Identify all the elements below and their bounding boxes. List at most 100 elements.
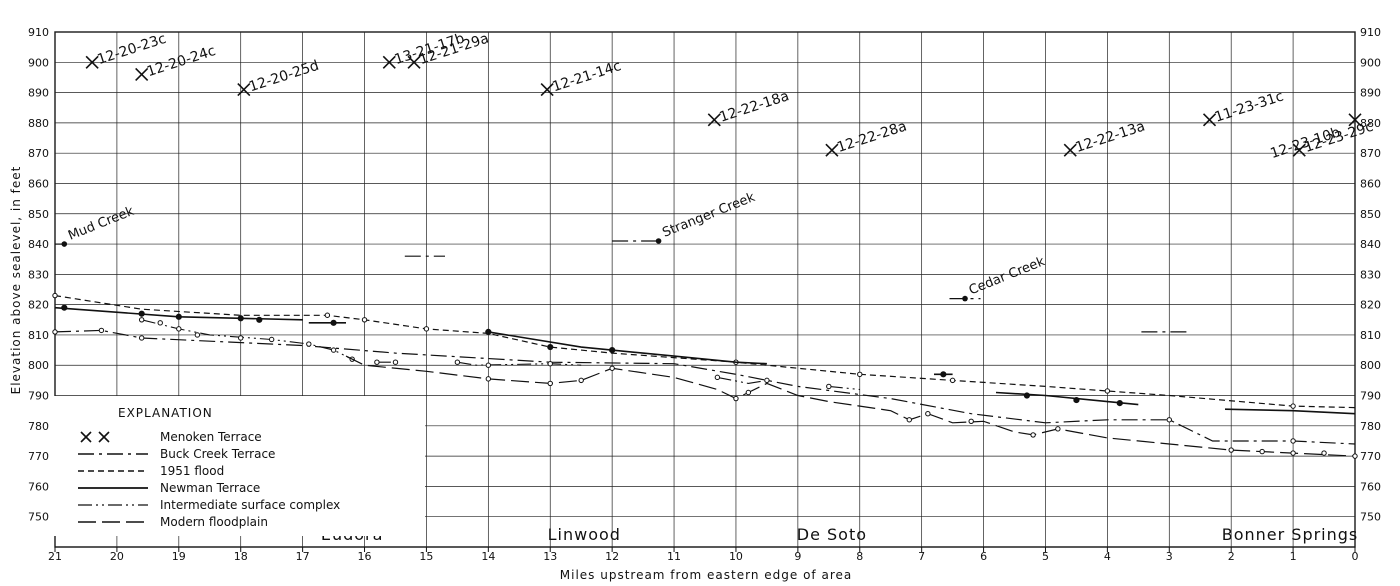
data-point — [1073, 396, 1080, 404]
x-tick-label: 9 — [794, 550, 801, 563]
series-segment — [828, 385, 860, 391]
data-point — [485, 376, 492, 382]
y-tick-label: 840 — [28, 238, 49, 251]
y-tick-label-right: 780 — [1360, 420, 1381, 433]
legend: EXPLANATION Menoken Terrace Buck Creek Te… — [50, 396, 425, 536]
well-label: 12-22-28a — [835, 118, 909, 156]
data-point — [237, 315, 244, 322]
legend-x-mark — [98, 431, 110, 443]
data-point — [1259, 448, 1265, 455]
y-tick-label: 780 — [28, 420, 49, 433]
menoken-x-mark — [707, 113, 721, 127]
x-tick-label: 17 — [296, 550, 310, 563]
y-tick-label: 810 — [28, 329, 49, 342]
data-point — [1166, 417, 1172, 423]
y-tick-label-right: 900 — [1360, 56, 1381, 69]
data-point — [485, 362, 492, 368]
menoken-x-mark — [1063, 143, 1077, 157]
series-1951-flood — [52, 292, 1356, 409]
data-point — [1116, 400, 1123, 407]
x-tick-label: 0 — [1352, 550, 1359, 563]
x-tick-label: 14 — [481, 550, 495, 563]
y-tick-label: 800 — [28, 359, 49, 372]
series-segment — [345, 355, 1356, 457]
creek-annotations: Mud Creek Stranger Creek Cedar Creek — [61, 190, 1048, 302]
legend-label: Intermediate surface complex — [160, 498, 340, 512]
series-segment — [54, 295, 1356, 409]
series-intermediate-surface-complex — [138, 317, 860, 391]
x-tick-label: 2 — [1228, 550, 1235, 563]
y-tick-label: 890 — [28, 87, 49, 100]
x-tick-label: 8 — [856, 550, 863, 563]
menoken-x-mark — [1292, 143, 1306, 157]
data-point — [1290, 450, 1296, 456]
menoken-x-mark — [540, 82, 554, 97]
x-axis-label: Miles upstream from eastern edge of area — [560, 568, 852, 582]
data-point — [1023, 392, 1031, 399]
y-tick-label: 750 — [28, 511, 49, 524]
y-tick-labels-left: 750 760 770 780 790 800 810 820 830 840 850 860 870 8… — [28, 26, 49, 524]
x-tick-label: 20 — [110, 550, 124, 563]
y-tick-label: 860 — [28, 177, 49, 190]
y-tick-label-right: 810 — [1360, 329, 1381, 342]
data-point — [1030, 432, 1036, 438]
legend-label: Newman Terrace — [160, 481, 260, 495]
x-tick-label: 10 — [729, 550, 743, 563]
well-label: 12-20-25d — [247, 58, 321, 96]
legend-label: 1951 flood — [160, 464, 224, 478]
data-point — [138, 335, 145, 341]
x-tick-labels: 21 20 19 18 17 16 15 14 13 12 11 10 9 8 7 6 5 4 3 2 1 0 — [48, 550, 1359, 563]
y-axis-label: Elevation above sealevel, in feet — [9, 166, 23, 395]
data-point — [733, 395, 739, 402]
data-point — [1352, 453, 1358, 459]
series-segment — [54, 329, 1356, 445]
data-point — [194, 332, 201, 338]
data-point — [485, 328, 492, 336]
series-segment — [717, 376, 767, 384]
series-newman-terrace — [54, 304, 1356, 415]
place-label: Linwood — [548, 525, 621, 544]
well-label: 12-23-10b — [1268, 124, 1342, 162]
x-tick-label: 4 — [1104, 550, 1111, 563]
data-point — [968, 418, 974, 424]
well-label: 12-22-18a — [718, 88, 792, 126]
data-point — [906, 417, 912, 423]
menoken-x-mark — [135, 67, 149, 81]
data-point — [1055, 426, 1061, 432]
creek-point — [655, 238, 662, 244]
data-point — [578, 377, 584, 384]
x-tick-label: 12 — [605, 550, 619, 563]
series-segment — [1224, 408, 1356, 415]
x-tick-label: 7 — [918, 550, 925, 563]
menoken-x-mark — [1348, 113, 1362, 127]
place-label: Bonner Springs — [1222, 525, 1359, 544]
y-tick-labels-right: 750 760 770 780 790 800 810 820 830 840 850 860 870 8… — [1360, 26, 1381, 524]
data-point — [940, 371, 947, 378]
data-point — [1290, 438, 1296, 444]
x-tick-label: 16 — [358, 550, 372, 563]
y-tick-label-right: 800 — [1360, 359, 1381, 372]
data-point — [454, 359, 461, 365]
menoken-x-mark — [237, 82, 251, 97]
menoken-x-mark — [382, 55, 396, 69]
data-point — [547, 361, 553, 367]
data-point — [714, 374, 721, 381]
y-tick-label-right: 890 — [1360, 87, 1381, 100]
data-point — [547, 343, 554, 351]
menoken-x-mark — [1202, 113, 1217, 127]
y-tick-label: 790 — [28, 390, 49, 403]
y-tick-label: 910 — [28, 26, 49, 39]
y-tick-label-right: 880 — [1360, 117, 1381, 130]
menoken-x-mark — [85, 55, 99, 69]
data-point — [175, 313, 182, 320]
data-point — [98, 327, 105, 334]
data-point — [609, 365, 615, 371]
creek-label: Stranger Creek — [660, 190, 757, 241]
data-point — [157, 320, 163, 326]
data-point — [176, 326, 182, 332]
series-lines — [52, 240, 1358, 459]
well-label: 12-22-13a — [1074, 118, 1148, 156]
x-tick-label: 18 — [234, 550, 248, 563]
